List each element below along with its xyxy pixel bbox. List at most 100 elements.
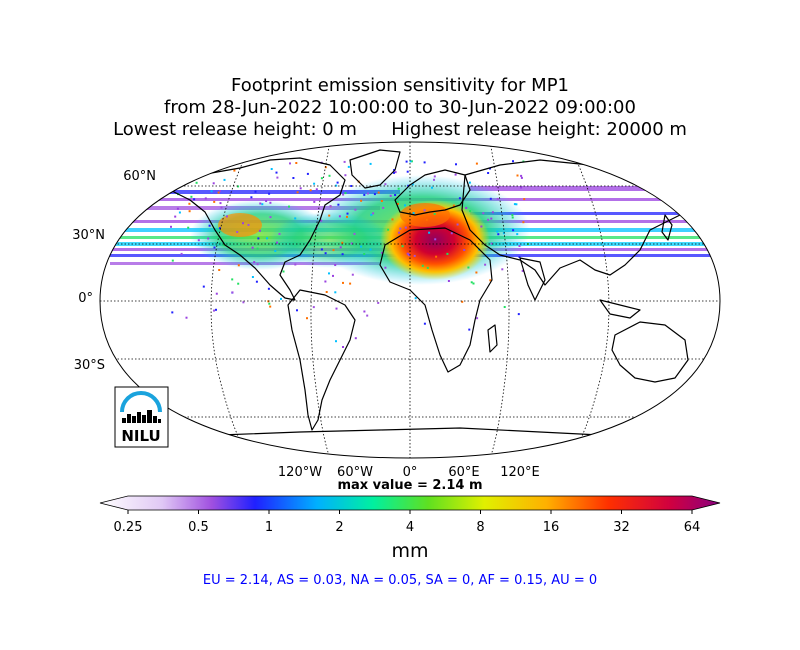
sensitivity-speck	[406, 252, 409, 255]
sensitivity-speck	[520, 176, 523, 179]
sensitivity-speck	[237, 282, 240, 285]
colorbar: 0.25 0.5 1 2 4 8 16 32 64 mm	[99, 495, 721, 560]
sensitivity-speck	[219, 227, 221, 230]
sensitivity-speck	[421, 264, 424, 267]
sensitivity-speck	[213, 200, 216, 203]
sensitivity-speck	[335, 184, 338, 187]
sensitivity-speck	[265, 200, 268, 202]
sensitivity-speck	[387, 228, 390, 231]
sensitivity-speck	[465, 207, 468, 209]
sensitivity-speck	[456, 223, 459, 226]
sensitivity-speck	[237, 185, 240, 188]
lat-label-30n: 30°N	[72, 228, 105, 243]
sensitivity-speck	[313, 182, 316, 185]
sensitivity-speck	[320, 219, 323, 222]
sensitivity-speck	[231, 291, 234, 294]
sensitivity-speck	[487, 172, 490, 174]
sensitivity-speck	[408, 254, 411, 257]
sensitivity-speck	[497, 233, 500, 236]
sensitivity-band	[470, 186, 720, 191]
sensitivity-speck	[512, 229, 515, 232]
sensitivity-speck	[256, 263, 259, 266]
map-figure: 60°N 30°N 0° 30°S 120°W 60°W 0° 60°E 120…	[72, 141, 721, 560]
sensitivity-speck	[276, 241, 278, 244]
sensitivity-speck	[496, 197, 499, 200]
sensitivity-speck	[218, 162, 221, 165]
sensitivity-speck	[393, 169, 396, 171]
sensitivity-speck	[490, 217, 493, 220]
sensitivity-speck	[174, 215, 177, 218]
sensitivity-speck	[452, 204, 455, 207]
max-value-label: max value = 2.14 m	[337, 478, 482, 493]
sensitivity-speck	[170, 225, 172, 228]
sensitivity-speck	[187, 226, 190, 229]
sensitivity-speck	[350, 185, 353, 187]
sensitivity-speck	[377, 191, 380, 194]
sensitivity-speck	[433, 175, 436, 178]
sensitivity-speck	[195, 181, 198, 184]
sensitivity-speck	[176, 207, 179, 210]
sensitivity-speck	[294, 217, 297, 220]
sensitivity-speck	[496, 230, 499, 233]
sensitivity-speck	[468, 328, 471, 331]
sensitivity-band	[160, 190, 400, 194]
sensitivity-speck	[237, 264, 240, 267]
sensitivity-speck	[274, 250, 277, 252]
sensitivity-speck	[268, 192, 271, 195]
sensitivity-speck	[199, 174, 202, 176]
sensitivity-speck	[389, 194, 392, 197]
sensitivity-speck	[428, 231, 431, 234]
sensitivity-speck	[346, 215, 348, 218]
sensitivity-speck	[212, 182, 215, 185]
sensitivity-speck	[503, 306, 506, 308]
sensitivity-speck	[489, 167, 491, 170]
sensitivity-speck	[423, 322, 426, 325]
sensitivity-speck	[491, 211, 494, 214]
sensitivity-speck	[354, 208, 357, 211]
sensitivity-speck	[253, 261, 256, 264]
sensitivity-speck	[394, 194, 397, 196]
sensitivity-speck	[210, 190, 213, 193]
colorbar-tick-label: 1	[265, 520, 273, 535]
sensitivity-speck	[406, 170, 409, 173]
sensitivity-speck	[423, 161, 426, 164]
sensitivity-speck	[261, 203, 264, 206]
sensitivity-speck	[328, 174, 331, 177]
title-line-1: Footprint emission sensitivity for MP1	[230, 75, 569, 96]
sensitivity-speck	[280, 297, 282, 300]
sensitivity-speck	[292, 177, 295, 179]
colorbar-tick-label: 64	[684, 520, 701, 535]
sensitivity-speck	[512, 160, 514, 163]
sensitivity-speck	[332, 249, 335, 252]
sensitivity-speck	[391, 218, 394, 221]
sensitivity-speck	[269, 201, 272, 204]
sensitivity-speck	[446, 252, 449, 255]
sensitivity-speck	[369, 162, 372, 165]
sensitivity-speck	[204, 197, 207, 200]
sensitivity-speck	[180, 252, 183, 255]
sensitivity-speck	[363, 310, 366, 313]
sensitivity-speck	[225, 215, 228, 218]
sensitivity-speck	[384, 266, 387, 269]
sensitivity-speck	[380, 200, 383, 202]
sensitivity-speck	[294, 263, 297, 266]
sensitivity-speck	[215, 308, 217, 311]
sensitivity-speck	[411, 183, 414, 186]
sensitivity-speck	[346, 212, 349, 215]
sensitivity-speck	[398, 231, 401, 234]
sensitivity-speck	[370, 213, 373, 216]
sensitivity-speck	[447, 280, 450, 282]
sensitivity-speck	[202, 285, 205, 288]
map-content	[100, 142, 720, 458]
sensitivity-speck	[257, 237, 260, 240]
sensitivity-speck	[282, 270, 285, 273]
sensitivity-speck	[482, 212, 485, 215]
sensitivity-speck	[334, 291, 337, 294]
sensitivity-speck	[458, 197, 461, 200]
sensitivity-speck	[258, 229, 261, 232]
sensitivity-speck	[267, 287, 270, 290]
sensitivity-speck	[242, 301, 245, 304]
sensitivity-speck	[397, 202, 399, 205]
sensitivity-speck	[431, 186, 433, 189]
sensitivity-speck	[288, 205, 290, 208]
